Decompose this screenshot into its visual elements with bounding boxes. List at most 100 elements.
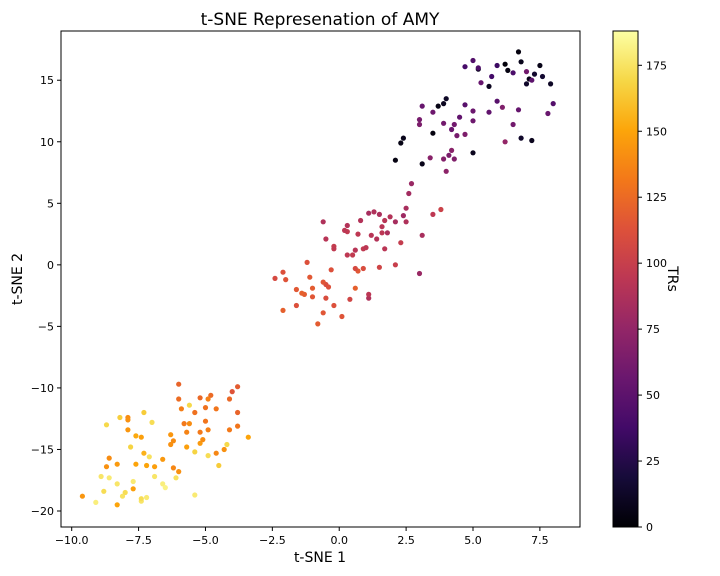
scatter-point: [502, 139, 508, 145]
scatter-point: [192, 409, 198, 416]
scatter-point: [403, 205, 409, 211]
scatter-point: [416, 121, 423, 128]
colorbar-tick-label: 100: [646, 257, 667, 270]
scatter-point: [344, 222, 350, 229]
scatter-point: [403, 219, 409, 225]
scatter-point: [141, 409, 147, 416]
scatter-point: [374, 236, 380, 242]
colorbar-tick-label: 25: [646, 455, 660, 468]
scatter-point: [548, 81, 554, 87]
scatter-point: [339, 313, 345, 320]
scatter-point: [427, 155, 433, 161]
scatter-point: [328, 267, 334, 273]
scatter-point: [510, 70, 516, 76]
scatter-point: [133, 461, 139, 467]
scatter-point: [441, 156, 447, 162]
scatter-point: [130, 486, 136, 492]
scatter-point: [342, 227, 348, 233]
scatter-point: [176, 469, 182, 475]
scatter-point: [443, 96, 449, 102]
scatter-point: [106, 455, 112, 461]
scatter-point: [435, 103, 441, 109]
x-tick-label: −7.5: [125, 534, 152, 547]
scatter-point: [272, 275, 278, 281]
scatter-point: [539, 73, 546, 80]
scatter-point: [205, 427, 211, 433]
scatter-point: [323, 295, 329, 301]
scatter-point: [221, 446, 227, 453]
scatter-point: [331, 302, 337, 309]
scatter-point: [216, 462, 222, 469]
scatter-point: [408, 181, 415, 187]
colorbar-tick-label: 0: [646, 521, 653, 534]
scatter-point: [293, 302, 299, 309]
colorbar-label: TRs: [664, 265, 680, 292]
scatter-point: [184, 444, 190, 450]
scatter-point: [114, 481, 120, 487]
scatter-point: [384, 230, 390, 236]
scatter-point: [192, 449, 198, 455]
scatter-point: [125, 417, 131, 423]
scatter-point: [138, 434, 144, 440]
scatter-point: [205, 453, 211, 459]
scatter-point: [114, 461, 120, 467]
scatter-point: [430, 211, 436, 217]
scatter-point: [186, 421, 192, 427]
scatter-point: [114, 502, 120, 508]
scatter-point: [400, 213, 406, 219]
scatter-point: [125, 427, 131, 433]
scatter-point: [398, 140, 404, 146]
x-tick-label: 5.0: [464, 534, 482, 547]
scatter-point: [205, 396, 211, 402]
scatter-point: [457, 114, 463, 120]
scatter-point: [486, 83, 492, 89]
chart-title: t-SNE Represenation of AMY: [201, 10, 440, 30]
scatter-point: [320, 219, 326, 225]
scatter-point: [392, 262, 398, 268]
scatter-point: [168, 432, 174, 438]
scatter-point: [320, 279, 326, 285]
scatter-point: [489, 73, 495, 80]
scatter-point: [235, 409, 241, 416]
scatter-point: [499, 104, 505, 110]
scatter-point: [98, 473, 104, 480]
scatter-point: [122, 489, 128, 496]
scatter-point: [280, 307, 286, 313]
scatter-point: [470, 150, 476, 156]
scatter-point: [128, 444, 134, 450]
scatter-point: [376, 211, 382, 217]
scatter-point: [376, 264, 382, 270]
scatter-point: [371, 209, 377, 215]
scatter-point: [293, 286, 299, 293]
x-tick-label: 0.0: [330, 534, 348, 547]
scatter-point: [387, 214, 393, 220]
scatter-point: [213, 450, 219, 456]
scatter-point: [197, 429, 203, 435]
y-axis-label: t-SNE 2: [10, 253, 26, 305]
x-tick-label: −10.0: [55, 534, 89, 547]
scatter-point: [441, 101, 447, 107]
scatter-point: [160, 481, 166, 487]
scatter-point: [130, 478, 136, 485]
scatter-point: [523, 69, 530, 75]
scatter-point: [229, 389, 235, 395]
scatter-point: [382, 246, 388, 252]
scatter-point: [304, 259, 310, 265]
scatter-point: [494, 62, 500, 69]
scatter-point: [226, 396, 233, 402]
scatter-point: [106, 475, 112, 481]
scatter-point: [176, 396, 182, 402]
scatter-point: [366, 291, 372, 297]
plot-area-frame: [60, 30, 581, 528]
scatter-point: [366, 295, 372, 301]
scatter-point: [419, 103, 425, 109]
scatter-point: [186, 402, 192, 408]
colorbar: [612, 30, 639, 528]
x-axis: −10.0 −7.5 −5.0 −2.5 0.0 2.5 5.0 7.5: [55, 527, 549, 547]
scatter-point: [245, 434, 251, 440]
colorbar-tick-label: 75: [646, 323, 660, 336]
scatter-point: [138, 496, 144, 502]
scatter-point: [352, 247, 358, 253]
scatter-point: [213, 406, 219, 412]
